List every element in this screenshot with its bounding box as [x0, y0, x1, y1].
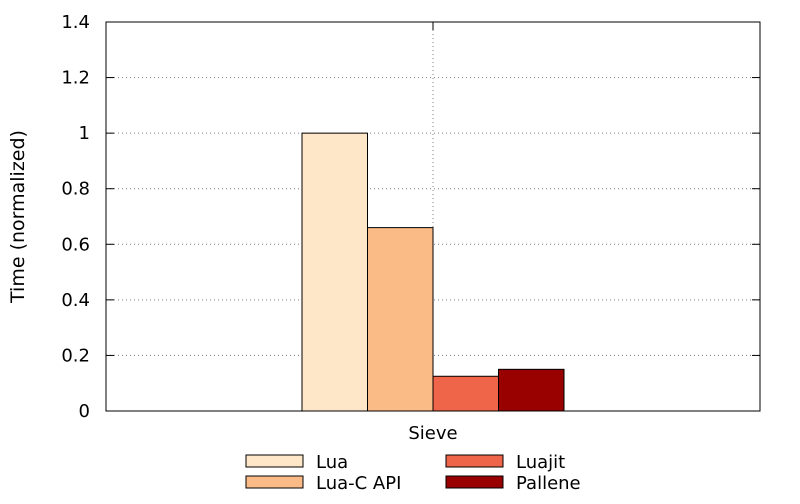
legend-swatch — [445, 475, 504, 489]
x-axis: Sieve — [408, 22, 458, 444]
bar-pallene — [498, 368, 565, 412]
y-tick-label: 0.2 — [61, 345, 90, 366]
bar-lua — [301, 132, 368, 412]
y-axis-label: Time (normalized) — [7, 130, 29, 304]
legend-swatch — [245, 475, 304, 489]
bars — [301, 132, 565, 412]
y-tick-label: 0.6 — [61, 234, 90, 255]
x-tick-label: Sieve — [408, 423, 457, 444]
y-tick-label: 1.4 — [61, 12, 90, 33]
y-axis: 0 0.2 0.4 0.6 0.8 1 1.2 1.4 — [61, 12, 760, 422]
y-tick-label: 1 — [79, 123, 90, 144]
legend-swatch — [445, 454, 504, 468]
bar-luajit — [432, 375, 499, 412]
legend-label: Lua — [316, 452, 348, 473]
y-tick-label: 0.8 — [61, 179, 90, 200]
y-tick-label: 0 — [79, 401, 90, 422]
legend-label: Luajit — [516, 452, 565, 473]
legend-label: Pallene — [516, 473, 581, 494]
legend-label: Lua-C API — [316, 473, 401, 494]
y-tick-label: 0.4 — [61, 290, 90, 311]
legend-swatch — [245, 454, 304, 468]
y-tick-label: 1.2 — [61, 68, 90, 89]
bar-lua-c-api — [367, 227, 434, 412]
